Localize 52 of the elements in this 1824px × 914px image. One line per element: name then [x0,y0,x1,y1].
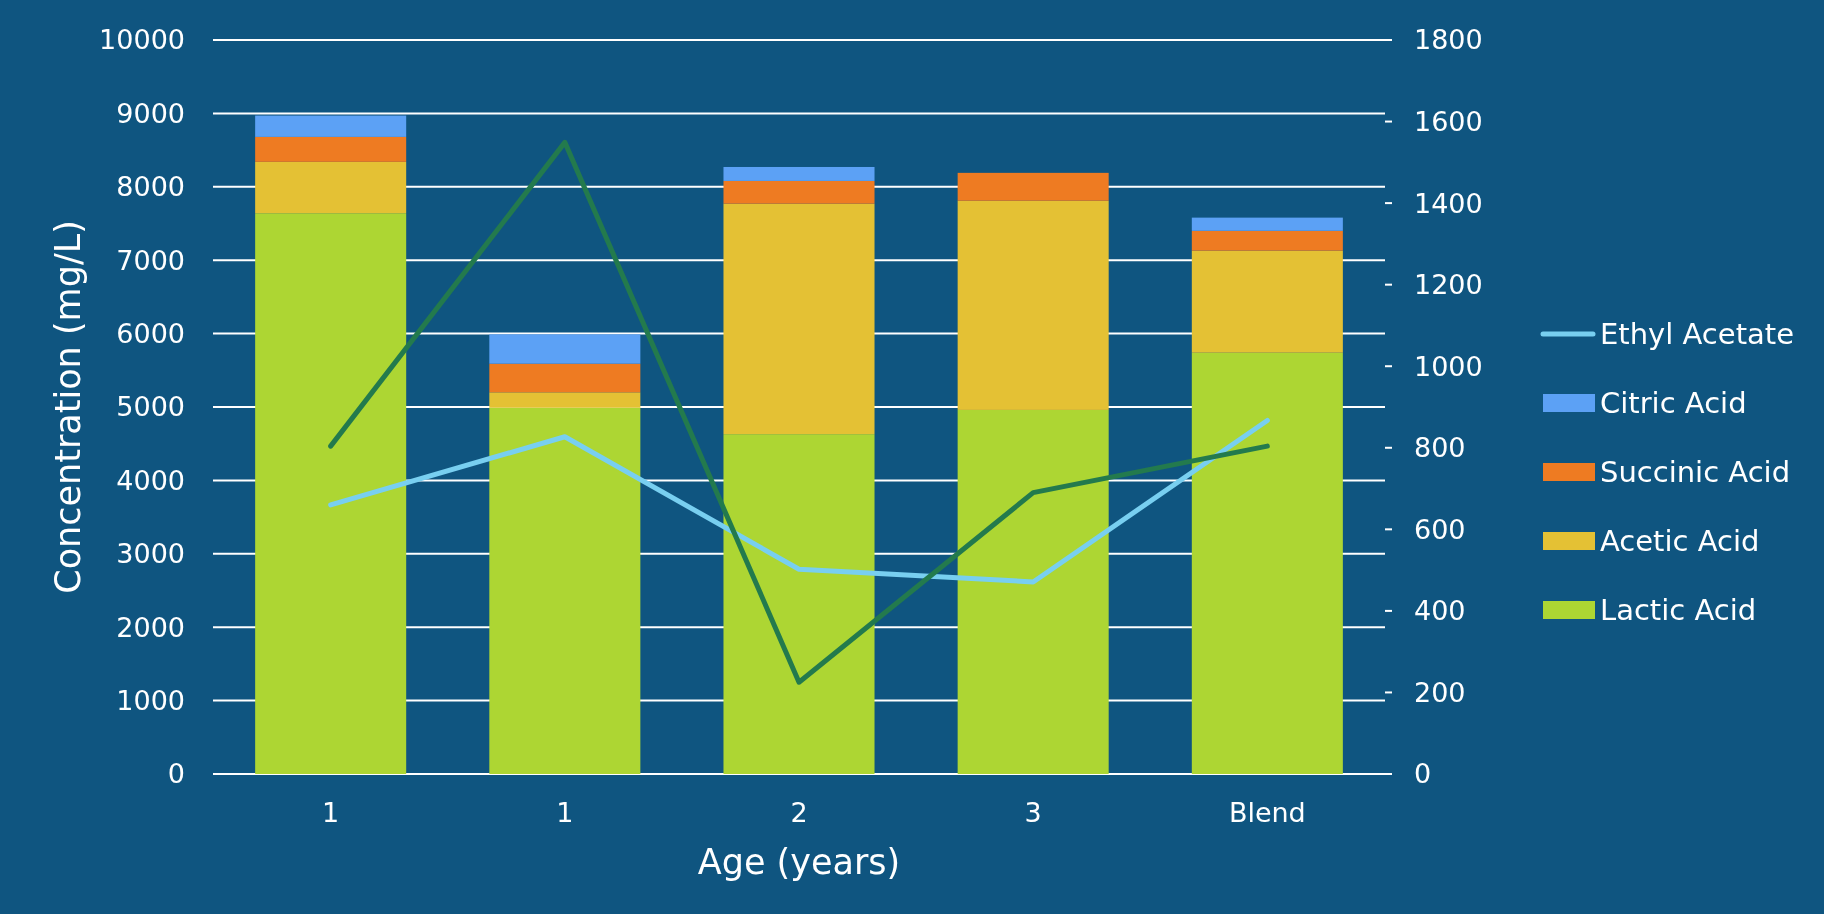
bar [489,334,641,364]
y-tick-label: 7000 [116,244,185,276]
y-tick-label: 6000 [116,318,185,350]
y2-tick-label: 1000 [1414,350,1483,382]
bar [255,115,407,137]
bar [255,136,407,162]
legend-label: Citric Acid [1600,386,1747,421]
bar [255,161,407,214]
x-tick-label: 1 [556,797,574,828]
y2-tick-label: 0 [1414,758,1432,790]
bar [489,407,641,774]
y2-tick-label: 200 [1414,676,1466,708]
y-tick-label: 4000 [116,464,185,496]
y-axis-title: Concentration (mg/L) [48,220,88,594]
y2-tick-label: 1800 [1414,24,1483,56]
bar [957,409,1109,774]
bar [723,203,875,435]
x-axis-title: Age (years) [697,842,901,882]
bar [957,200,1109,410]
y-tick-label: 5000 [116,391,185,423]
y-tick-label: 2000 [116,611,185,643]
y-tick-label: 0 [167,758,185,790]
bar [1191,217,1343,231]
y-tick-label: 10000 [99,24,185,56]
bar [1191,352,1343,774]
bar [1191,250,1343,353]
y-tick-label: 1000 [116,685,185,717]
legend-label: Acetic Acid [1600,524,1760,559]
y2-tick-label: 1400 [1414,187,1483,219]
y-tick-label: 3000 [116,538,185,570]
bar [255,213,407,774]
bar [489,363,641,393]
bar [489,392,641,408]
bar [723,434,875,774]
y2-tick-label: 600 [1414,513,1466,545]
y-tick-label: 8000 [116,171,185,203]
legend-label: Ethyl Acetate [1600,317,1794,352]
y2-tick-label: 1200 [1414,269,1483,301]
bar [723,166,875,181]
y-tick-label: 9000 [116,97,185,129]
legend-label: Lactic Acid [1600,593,1757,628]
y2-tick-label: 400 [1414,595,1466,627]
x-tick-label: Blend [1228,797,1306,828]
x-tick-label: 1 [322,797,340,828]
x-tick-label: 3 [1024,797,1042,828]
legend-label: Succinic Acid [1600,455,1791,490]
bar [1191,230,1343,251]
bar [957,172,1109,201]
y2-tick-label: 800 [1414,432,1466,464]
bar [723,180,875,204]
y2-tick-label: 1600 [1414,106,1483,138]
x-tick-label: 2 [790,797,808,828]
